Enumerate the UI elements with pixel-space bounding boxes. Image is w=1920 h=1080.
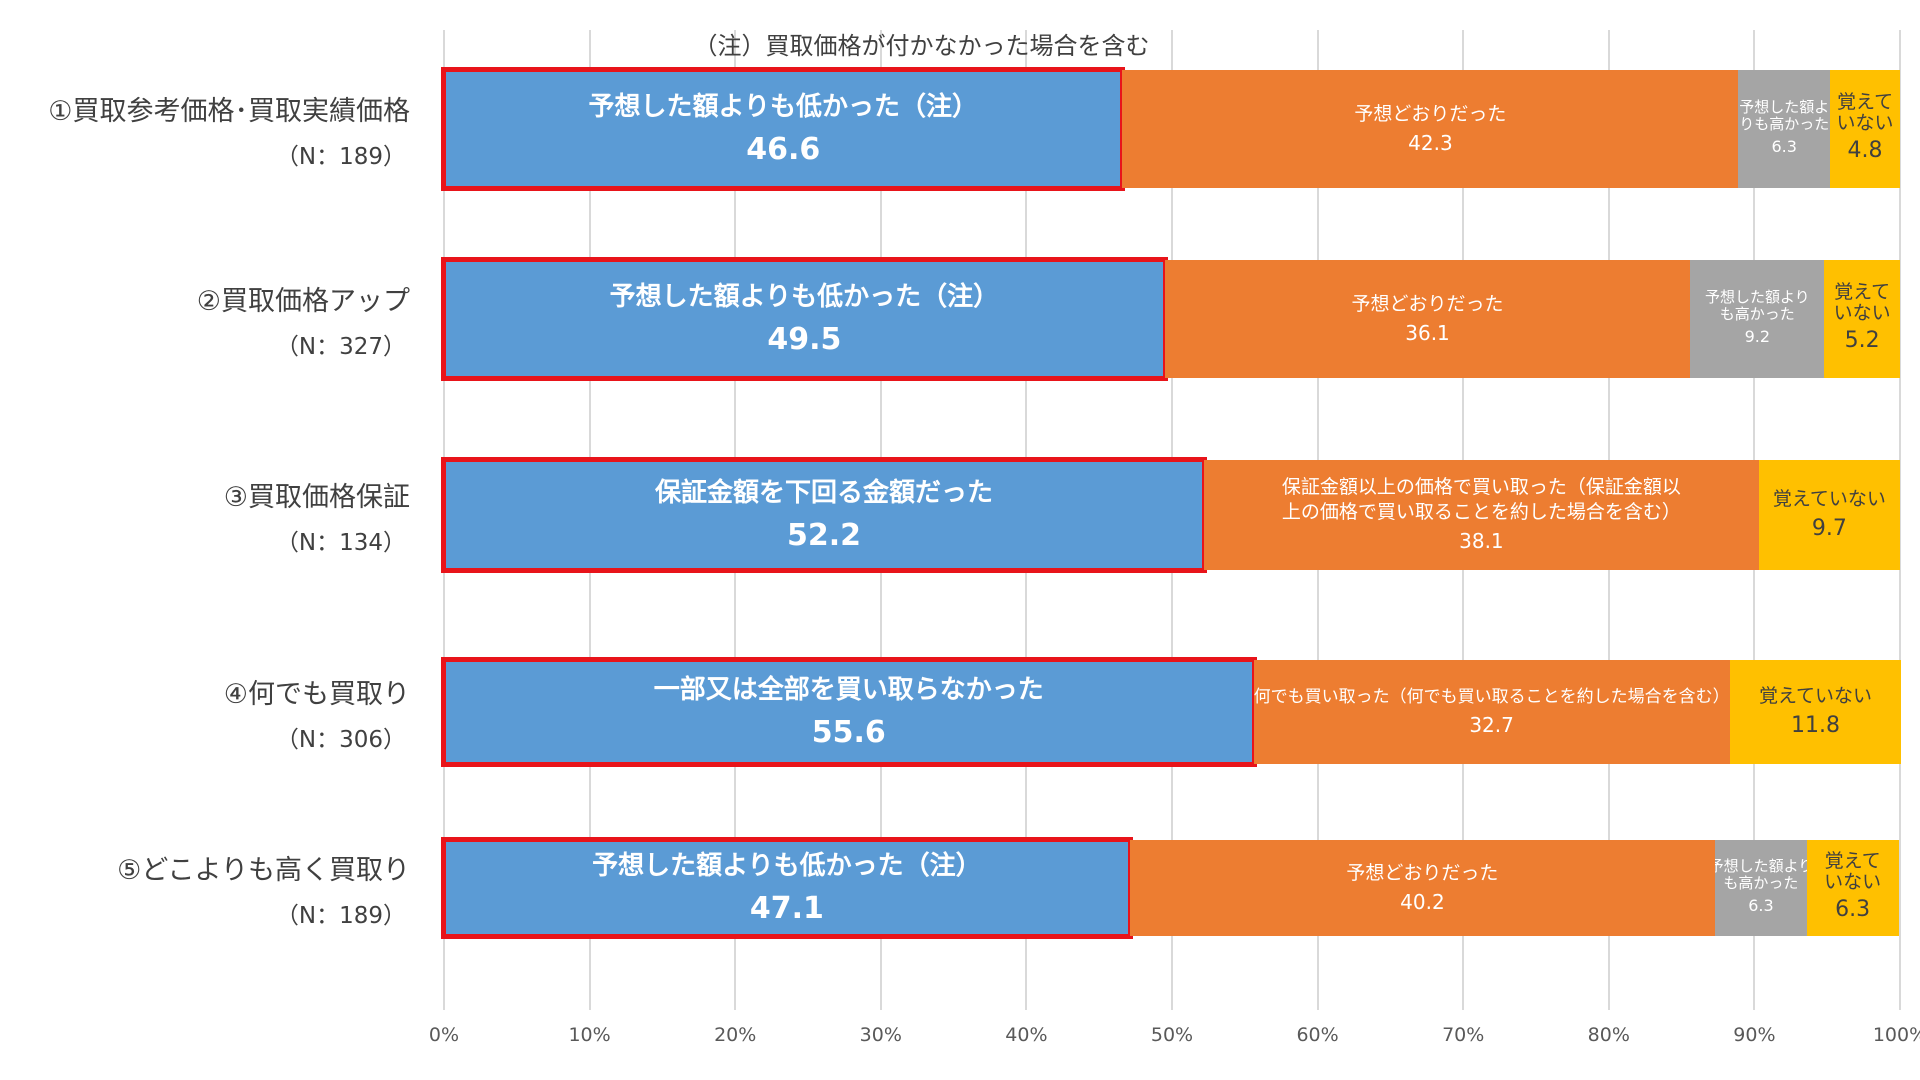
- x-tick-label: 30%: [859, 1024, 902, 1046]
- sample-size-label: （N：327）: [275, 334, 406, 360]
- x-tick-label: 100%: [1872, 1024, 1920, 1046]
- segment-label: 予想どおりだった: [1351, 292, 1504, 315]
- sample-size-label: （N：189）: [275, 903, 406, 929]
- bar-segment: 覚えて いない 6.3: [1806, 840, 1899, 936]
- bar-segment: 予想どおりだった 42.3: [1122, 70, 1739, 188]
- bar-row: 予想した額よりも低かった（注） 49.5 予想どおりだった 36.1 予想した額より も高…: [441, 257, 1900, 381]
- segment-label: いない: [1833, 302, 1891, 324]
- x-tick-label: 60%: [1296, 1024, 1339, 1046]
- segment-label: 予想どおりだった: [1354, 102, 1507, 125]
- data-label: 46.6: [746, 132, 821, 167]
- segment-label: 保証金額を下回る金額だった: [655, 478, 994, 508]
- category-label: ⑤どこよりも高く買取り: [117, 855, 410, 886]
- x-tick-label: 90%: [1733, 1024, 1776, 1046]
- segment-label: 予想した額よりも低かった（注）: [592, 851, 982, 881]
- segment-label: も高かった: [1723, 874, 1799, 892]
- bar-segment: 覚えて いない 4.8: [1830, 70, 1900, 188]
- data-label: 38.1: [1459, 529, 1504, 553]
- segment-label: 予想した額よりも低かった（注）: [609, 282, 1000, 312]
- segment-label: 覚えて: [1824, 850, 1881, 872]
- x-tick-label: 40%: [1005, 1024, 1048, 1046]
- segment-label: 覚えて: [1834, 281, 1891, 303]
- x-tick-label: 70%: [1442, 1024, 1485, 1046]
- x-tick-label: 20%: [714, 1024, 757, 1046]
- bar-segment: 一部又は全部を買い取らなかった 55.6: [444, 660, 1254, 764]
- data-label: 6.3: [1748, 896, 1774, 915]
- bar-segment: 予想した額よりも低かった（注） 49.5: [444, 260, 1165, 378]
- segment-label: いない: [1836, 112, 1894, 134]
- data-label: 6.3: [1835, 897, 1871, 922]
- segment-label: も高かった: [1719, 305, 1795, 323]
- bar-segment: 予想した額よりも高かった 6.3: [1715, 840, 1807, 936]
- segment-label: 上の価格で買い取ることを約した場合を含む）: [1281, 501, 1681, 523]
- segment-label: 予想した額より: [1715, 857, 1807, 875]
- segment-label: 何でも買い取った（何でも買い取ることを約した場合を含む）: [1253, 686, 1730, 707]
- bar-row: 予想した額よりも低かった（注） 46.6 予想どおりだった 42.3 予想した額よ りも高…: [441, 67, 1900, 191]
- x-tick-label: 0%: [428, 1024, 460, 1046]
- data-label: 40.2: [1400, 889, 1445, 914]
- segment-label: 一部又は全部を買い取らなかった: [653, 675, 1044, 705]
- segment-label: りも高かった: [1739, 115, 1830, 133]
- segment-label: 予想した額より: [1704, 288, 1810, 306]
- bar-segment: 保証金額を下回る金額だった 52.2: [444, 460, 1205, 570]
- bar-row: 一部又は全部を買い取らなかった 55.6 何でも買い取った（何でも買い取ることを約し…: [441, 657, 1902, 767]
- segment-label: 覚えていない: [1759, 684, 1873, 707]
- bar-segment: 覚えて いない 5.2: [1824, 260, 1900, 378]
- x-tick-label: 50%: [1150, 1024, 1194, 1046]
- category-label: ②買取価格アップ: [196, 286, 410, 317]
- data-label: 6.3: [1771, 137, 1797, 156]
- data-label: 49.5: [767, 322, 842, 357]
- bar-segment: 予想した額より も高かった 9.2: [1690, 260, 1825, 378]
- bar-row: 保証金額を下回る金額だった 52.2 保証金額以上の価格で買い取った（保証金額以 上の…: [441, 457, 1900, 573]
- bar-segment: 予想した額よりも低かった（注） 46.6: [444, 70, 1123, 188]
- segment-label: いない: [1824, 871, 1882, 893]
- x-tick-label: 80%: [1587, 1024, 1630, 1046]
- data-label: 9.2: [1744, 327, 1771, 346]
- data-label: 32.7: [1469, 712, 1514, 737]
- segment-label: 覚えていない: [1772, 487, 1886, 510]
- bar-segment: 覚えていない 9.7: [1758, 460, 1900, 570]
- data-label: 52.2: [787, 518, 862, 553]
- category-label: ④何でも買取り: [223, 679, 410, 710]
- data-label: 11.8: [1791, 712, 1841, 738]
- gridline: [1899, 30, 1901, 1010]
- segment-label: 保証金額以上の価格で買い取った（保証金額以: [1281, 476, 1681, 498]
- bar-segment: 予想どおりだった 40.2: [1129, 840, 1716, 936]
- segment-label: 予想した額よ: [1739, 98, 1830, 116]
- chart-note: （注）買取価格が付かなかった場合を含む: [693, 32, 1150, 60]
- segment-label: 覚えて: [1837, 91, 1894, 113]
- data-label: 47.1: [749, 891, 824, 926]
- bar-segment: 予想した額よりも高かった 6.3: [1738, 70, 1831, 188]
- sample-size-label: （N：134）: [275, 530, 406, 556]
- x-tick-label: 10%: [568, 1024, 611, 1046]
- segment-label: 予想した額よりも低かった（注）: [588, 92, 978, 122]
- bar-row: 予想した額よりも低かった（注） 47.1 予想どおりだった 40.2 予想した額より も高…: [441, 837, 1900, 939]
- category-label: ①買取参考価格･買取実績価格: [48, 96, 410, 127]
- sample-size-label: （N：306）: [275, 727, 406, 753]
- category-label: ③買取価格保証: [223, 482, 410, 513]
- bar-segment: 何でも買い取った（何でも買い取ることを約した場合を含む） 32.7: [1253, 660, 1730, 764]
- bar-segment: 予想した額よりも低かった（注） 47.1: [444, 840, 1130, 936]
- data-label: 4.8: [1847, 138, 1883, 163]
- segment-label: 予想どおりだった: [1346, 861, 1499, 884]
- data-label: 55.6: [811, 715, 886, 750]
- data-label: 5.2: [1844, 328, 1880, 353]
- data-label: 36.1: [1405, 320, 1450, 345]
- bar-segment: 保証金額以上の価格で買い取った（保証金額以 上の価格で買い取ることを約した場合を含…: [1204, 460, 1759, 570]
- data-label: 42.3: [1408, 130, 1453, 155]
- bar-segment: 覚えていない 11.8: [1729, 660, 1902, 764]
- data-label: 9.7: [1811, 515, 1847, 541]
- bar-segment: 予想どおりだった 36.1: [1164, 260, 1691, 378]
- sample-size-label: （N：189）: [275, 144, 406, 170]
